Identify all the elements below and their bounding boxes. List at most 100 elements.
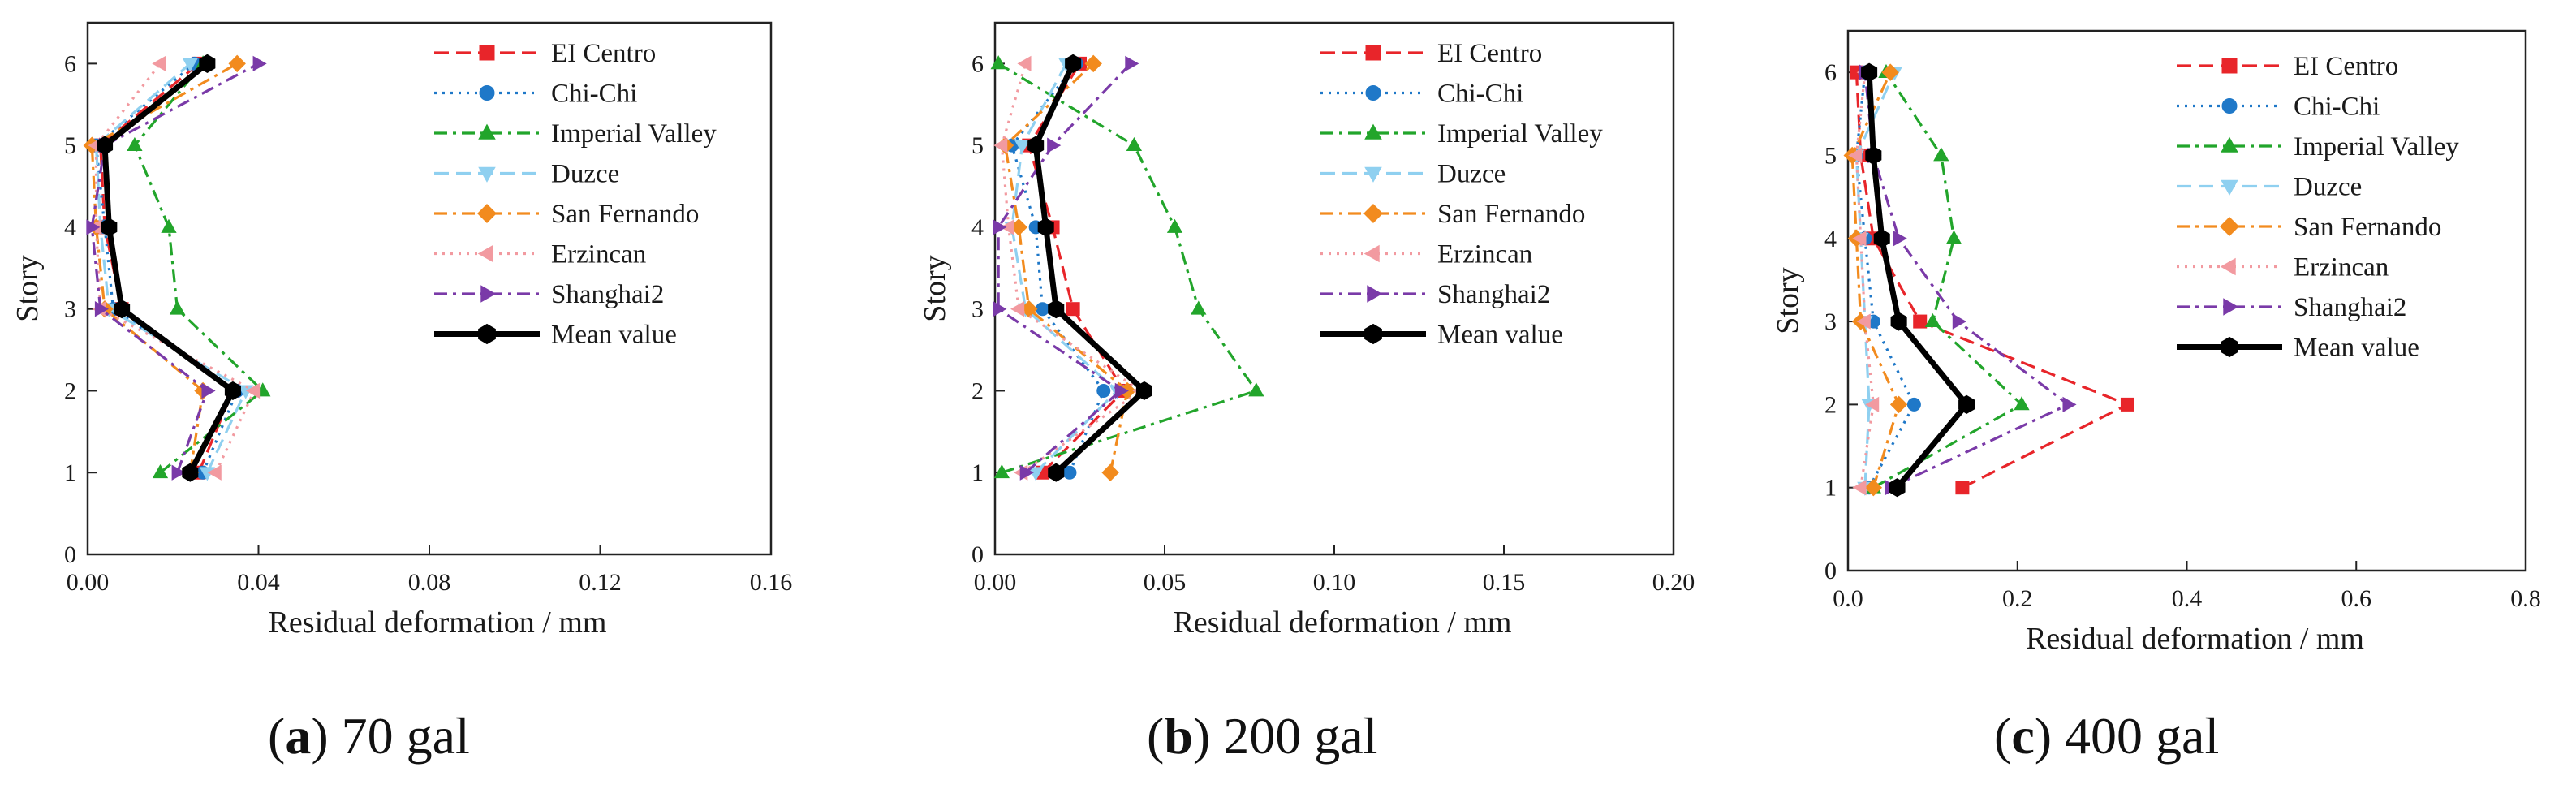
- legend-label: Imperial Valley: [551, 119, 717, 149]
- data-point: [1014, 140, 1031, 154]
- data-point: [1889, 478, 1906, 498]
- y-tick-label: 4: [64, 214, 76, 241]
- legend-marker: [479, 85, 495, 101]
- legend-marker: [2221, 58, 2238, 74]
- x-tick-label: 0.15: [1483, 569, 1526, 596]
- legend-marker: [477, 244, 493, 263]
- y-tick-label: 5: [971, 132, 984, 159]
- legend-label: Duzce: [1437, 160, 1506, 189]
- series-chi-chi: [1849, 65, 1921, 495]
- y-tick-label: 2: [971, 377, 984, 404]
- y-tick-label: 0: [971, 541, 984, 568]
- y-tick-label: 5: [64, 132, 76, 159]
- data-point: [1191, 300, 1207, 315]
- y-tick-label: 6: [1824, 59, 1837, 86]
- data-point: [171, 464, 186, 481]
- legend: EI Centro Chi-Chi Imperial Valley Duzce San …: [1320, 39, 1603, 350]
- legend-label: Mean value: [1437, 321, 1563, 350]
- data-point: [1047, 137, 1062, 153]
- x-tick-label: 0.05: [1144, 569, 1187, 596]
- data-point: [1955, 481, 1970, 495]
- data-point: [1166, 218, 1183, 233]
- chart-panel-c: 0 1 2 3 4 5 6 0.0 0.2 0.4 0.6 0.8 Residual deformati…: [1771, 29, 2541, 656]
- data-point: [199, 54, 216, 73]
- data-point: [990, 55, 1006, 70]
- y-tick-label: 4: [971, 214, 984, 241]
- data-point: [1889, 395, 1908, 414]
- data-point: [1037, 218, 1054, 237]
- x-tick-label: 0.8: [2510, 585, 2541, 612]
- series-line: [94, 62, 256, 473]
- data-point: [228, 54, 246, 73]
- legend-label: Chi-Chi: [1437, 80, 1523, 109]
- y-tick-label: 1: [1824, 475, 1837, 502]
- legend-marker: [478, 323, 496, 345]
- data-point: [1126, 136, 1143, 152]
- x-axis-label: Residual deformation / mm: [269, 606, 607, 640]
- data-point: [1881, 63, 1899, 81]
- y-tick-label: 6: [971, 50, 984, 77]
- legend-label: Duzce: [2294, 173, 2362, 202]
- data-point: [1861, 62, 1878, 82]
- data-point: [1000, 219, 1014, 235]
- data-point: [1065, 54, 1082, 73]
- data-point: [1027, 136, 1045, 155]
- legend-marker: [478, 166, 496, 183]
- data-point: [1865, 396, 1880, 413]
- data-point: [1933, 147, 1949, 162]
- legend-marker: [1365, 45, 1381, 61]
- y-tick-label: 3: [1824, 308, 1837, 335]
- data-point: [1101, 463, 1119, 481]
- data-point: [2062, 396, 2077, 413]
- legend: EI Centro Chi-Chi Imperial Valley Duzce San …: [434, 39, 717, 350]
- data-point: [1890, 312, 1907, 331]
- data-point: [127, 136, 143, 152]
- legend-label: EI Centro: [551, 39, 656, 68]
- data-point: [1114, 382, 1129, 399]
- legend-label: Imperial Valley: [1437, 119, 1603, 149]
- x-tick-label: 0.08: [408, 569, 451, 596]
- data-point: [1852, 231, 1867, 247]
- data-point: [246, 382, 261, 399]
- legend-marker: [477, 204, 497, 223]
- x-tick-label: 0.12: [579, 569, 622, 596]
- x-tick-label: 0.00: [67, 569, 110, 596]
- series-duzce: [1848, 67, 1903, 496]
- series-line: [1854, 72, 2130, 489]
- series-line: [1854, 71, 1916, 489]
- data-point: [1848, 147, 1863, 164]
- legend-marker: [1364, 166, 1382, 183]
- series-mean-value: [1027, 54, 1152, 482]
- series-line: [1872, 71, 2023, 489]
- data-point: [86, 219, 101, 235]
- data-point: [993, 301, 1007, 317]
- plot-frame: [993, 21, 1675, 556]
- data-point: [1125, 55, 1139, 72]
- series-line: [1010, 62, 1105, 473]
- legend-marker: [2221, 98, 2238, 114]
- data-point: [1906, 397, 1921, 412]
- data-point: [1958, 394, 1975, 414]
- data-point: [1248, 382, 1264, 397]
- chart-panel-a: 0 1 2 3 4 5 6 0.00 0.04 0.08 0.12 0.16 Residual defo…: [11, 21, 792, 640]
- series-line: [1863, 71, 2070, 489]
- data-point: [252, 55, 267, 72]
- legend-marker: [1363, 204, 1383, 223]
- data-point: [152, 464, 169, 479]
- legend-marker: [479, 45, 495, 61]
- x-tick-label: 0.10: [1313, 569, 1356, 596]
- data-point: [993, 219, 1007, 235]
- data-point: [1913, 314, 1928, 329]
- data-point: [1048, 463, 1065, 482]
- data-point: [1893, 231, 1907, 247]
- data-point: [152, 55, 166, 72]
- legend-marker: [2220, 217, 2239, 236]
- y-tick-label: 5: [1824, 142, 1837, 169]
- x-tick-label: 0.2: [2002, 585, 2033, 612]
- legend: EI Centro Chi-Chi Imperial Valley Duzce San …: [2177, 52, 2459, 363]
- series-line: [1032, 62, 1148, 475]
- y-tick-label: 3: [971, 296, 984, 323]
- data-point: [182, 463, 199, 482]
- legend-label: Shanghai2: [1437, 280, 1550, 309]
